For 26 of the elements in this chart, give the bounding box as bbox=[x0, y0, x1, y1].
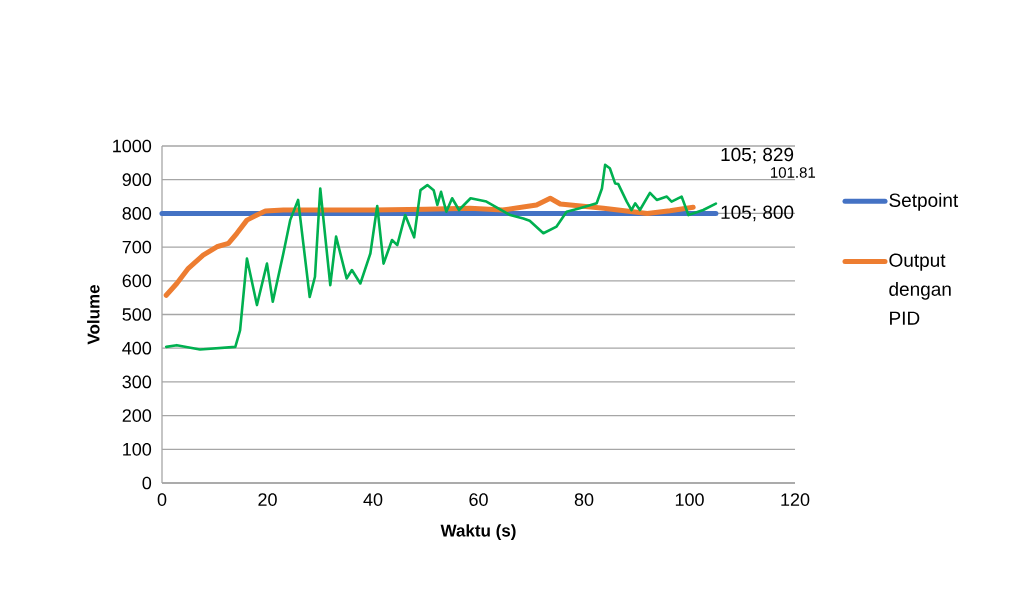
x-tick-label: 120 bbox=[781, 493, 810, 506]
y-tick-label: 0 bbox=[142, 476, 152, 490]
x-tick-label: 60 bbox=[469, 493, 488, 506]
line-series bbox=[164, 163, 718, 351]
y-tick-label: 500 bbox=[122, 308, 152, 321]
x-tick-label: 0 bbox=[157, 493, 167, 506]
x-tick-label: 20 bbox=[258, 493, 277, 506]
y-tick-label: 400 bbox=[122, 341, 152, 355]
annotation: 101.81 bbox=[771, 167, 816, 178]
y-tick-label: 200 bbox=[122, 409, 152, 422]
y-tick-label: 100 bbox=[123, 442, 152, 456]
y-tick-label: 700 bbox=[122, 240, 152, 254]
annotation: 105; 800 bbox=[721, 205, 794, 222]
y-tick-label: 900 bbox=[122, 173, 152, 187]
y-axis-title: Volume bbox=[87, 285, 100, 345]
x-tick-label: 100 bbox=[675, 493, 704, 506]
y-tick-label: 600 bbox=[122, 274, 152, 288]
y-tick-label: 300 bbox=[122, 375, 152, 389]
legend-label: Setpoint bbox=[889, 193, 959, 211]
legend-label: Output dengan PID bbox=[889, 253, 951, 325]
y-tick-label: 800 bbox=[122, 207, 152, 220]
y-tick-label: 1000 bbox=[113, 139, 152, 153]
x-axis-title: Waktu (s) bbox=[440, 524, 516, 540]
x-tick-label: 40 bbox=[363, 493, 383, 506]
annotation: 105; 829 bbox=[721, 147, 794, 164]
x-tick-label: 80 bbox=[574, 493, 594, 506]
